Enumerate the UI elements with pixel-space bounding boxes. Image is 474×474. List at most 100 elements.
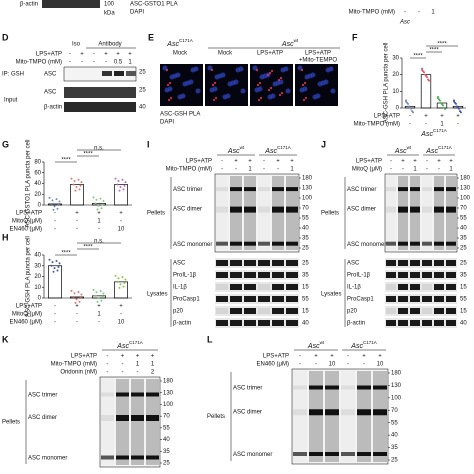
data-point — [51, 199, 54, 202]
section-label: Pellets — [147, 211, 165, 217]
marker-label: 100 — [302, 196, 313, 202]
smear — [434, 176, 444, 250]
nucleus — [214, 74, 220, 80]
bar — [420, 74, 432, 109]
puncta — [281, 92, 283, 94]
image-caption: LPS+ATP — [305, 51, 331, 57]
band — [131, 455, 144, 460]
treatment-sign: - — [221, 159, 223, 165]
marker-label: 180 — [391, 371, 402, 377]
band-label: ASC dimer — [28, 415, 57, 421]
puncta — [168, 99, 170, 101]
data-point — [124, 181, 127, 184]
blot — [215, 282, 299, 292]
treatment-sign: - — [81, 60, 83, 66]
smear — [286, 176, 298, 250]
smear — [373, 371, 387, 462]
band — [258, 296, 270, 302]
puncta — [280, 77, 282, 79]
blot — [215, 258, 299, 268]
genotype: AscC171A — [116, 340, 142, 350]
treatment-sign: - — [93, 60, 95, 66]
data-point — [72, 183, 75, 186]
band — [258, 187, 270, 192]
band — [216, 272, 228, 278]
band — [446, 272, 456, 278]
smear — [258, 176, 270, 250]
puncta — [304, 82, 306, 84]
data-point — [101, 296, 104, 299]
puncta — [269, 72, 271, 74]
band — [272, 187, 284, 192]
treatment-sign: + — [314, 354, 318, 360]
blot — [42, 0, 100, 8]
y-tick-label: 40 — [34, 181, 41, 187]
band — [422, 320, 432, 326]
treatment-sign: + — [449, 159, 453, 165]
blot — [64, 87, 136, 98]
image-caption: LPS+ATP — [257, 51, 283, 57]
band — [272, 320, 284, 326]
band — [216, 320, 228, 326]
y-tick-label: 10 — [392, 89, 399, 95]
band — [386, 272, 396, 278]
marker-label: 130 — [391, 383, 402, 389]
treatment-sign: 2 — [151, 370, 155, 376]
marker-label: 70 — [163, 414, 170, 420]
image-caption: Mock — [218, 51, 233, 57]
data-point — [75, 185, 78, 188]
treatment-sign: - — [76, 320, 78, 326]
marker-label: 70 — [460, 206, 467, 212]
treatment-sign: + — [121, 354, 125, 360]
band — [116, 455, 129, 460]
data-point — [97, 297, 100, 300]
row-label: Mito-TMPO (mM) — [16, 60, 62, 66]
treatment-sign: - — [137, 370, 139, 376]
genotype: AscC171A — [420, 128, 446, 138]
band-label: p20 — [173, 309, 184, 315]
treatment-sign: - — [54, 219, 56, 225]
band — [386, 241, 396, 246]
treatment-sign: - — [122, 362, 124, 368]
marker-label: 35 — [163, 449, 170, 455]
blot — [215, 306, 299, 316]
treatment-sign: 10 — [118, 227, 125, 233]
band — [357, 409, 371, 416]
band — [216, 206, 228, 213]
band — [244, 260, 256, 266]
nucleus — [254, 87, 260, 93]
treatment-sign: - — [54, 211, 56, 217]
y-tick-label: 30 — [392, 56, 399, 62]
data-point — [424, 73, 426, 76]
blot — [384, 173, 458, 253]
smear — [131, 379, 144, 465]
band — [216, 241, 228, 246]
data-point — [102, 199, 105, 202]
y-tick-label: 40 — [34, 253, 41, 259]
panel-label: L — [207, 334, 213, 344]
treatment-sign: 10 — [329, 362, 336, 368]
row-label: Mito-TMPO (mM) — [354, 122, 400, 128]
section-label: Lysates — [321, 292, 341, 298]
row-label: LPS+ATP — [16, 211, 42, 217]
data-point — [411, 110, 413, 113]
treatment-sign: - — [221, 167, 223, 173]
nucleus — [209, 87, 215, 93]
treatment-sign: - — [426, 159, 428, 165]
band — [410, 260, 420, 266]
nucleus — [325, 67, 331, 73]
band — [258, 308, 270, 314]
band — [230, 187, 242, 192]
treatment-sign: 1 — [136, 362, 140, 368]
puncta — [166, 69, 168, 71]
smear — [101, 379, 114, 465]
band — [216, 187, 228, 192]
band — [216, 260, 228, 266]
data-point — [56, 207, 59, 210]
genotype-base: Asc — [307, 343, 320, 350]
band-label: ASC trimer — [233, 386, 262, 392]
puncta — [213, 99, 215, 101]
data-point — [70, 289, 73, 292]
band — [357, 452, 371, 456]
row-label: LPS+ATP — [36, 52, 62, 58]
